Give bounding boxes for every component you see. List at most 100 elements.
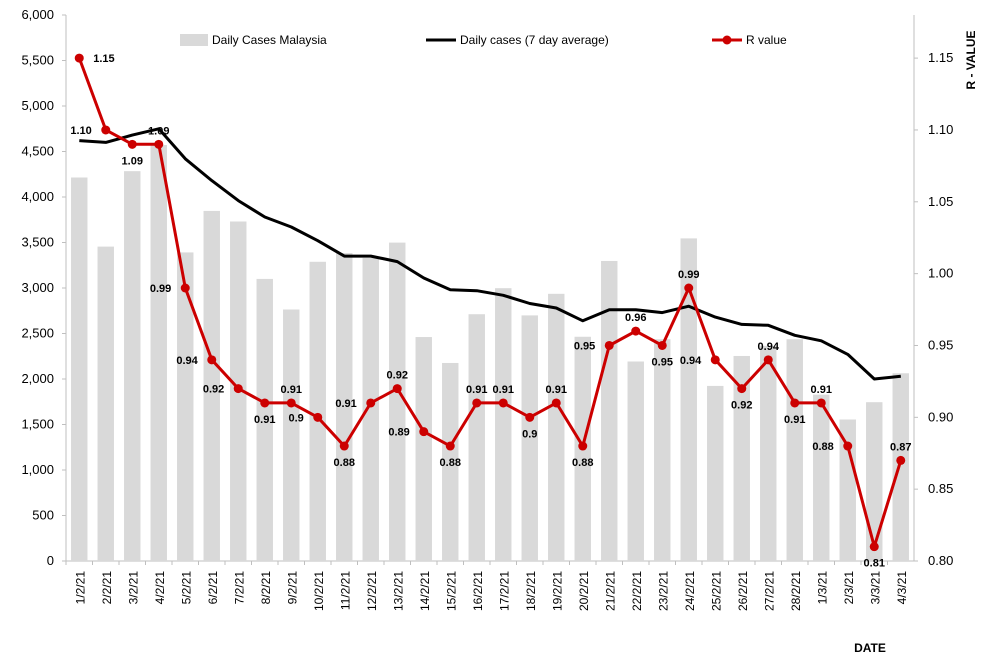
left-tick-label: 3,000 [21,280,54,295]
r-value-label: 0.88 [812,441,833,453]
x-tick-label: 19/2/21 [550,571,564,611]
bar [892,373,909,561]
r-value-point [260,398,270,408]
left-tick-label: 5,500 [21,53,54,68]
r-value-point [578,441,588,451]
bar [177,252,194,561]
bar [256,278,273,561]
legend: Daily Cases Malaysia Daily cases (7 day a… [180,33,787,47]
r-value-point [313,412,323,422]
x-tick-label: 2/2/21 [100,571,114,605]
left-tick-label: 1,000 [21,462,54,477]
x-tick-label: 21/2/21 [603,571,617,611]
bar [495,288,512,561]
r-value-label: 0.94 [176,355,198,367]
x-tick-label: 26/2/21 [736,571,750,611]
r-value-point [154,139,164,149]
x-tick-label: 18/2/21 [524,571,538,611]
legend-label-r-value: R value [746,33,787,47]
r-value-label: 1.10 [70,125,91,137]
bar [389,242,406,561]
x-tick-label: 6/2/21 [206,571,220,605]
r-value-point [763,355,773,365]
r-value-label: 0.9 [522,428,537,440]
left-tick-label: 4,000 [21,189,54,204]
legend-label-bar: Daily Cases Malaysia [212,33,327,47]
left-tick-label: 3,500 [21,235,54,250]
r-value-point [631,326,641,336]
r-value-label: 0.95 [574,340,595,352]
r-value-point [843,441,853,451]
x-tick-label: 10/2/21 [312,571,326,611]
right-tick-label: 1.05 [928,194,953,209]
x-tick-label: 8/2/21 [259,571,273,605]
x-tick-label: 22/2/21 [630,571,644,611]
r-value-point [392,384,402,394]
x-tick-label: 3/3/21 [868,571,882,605]
bar [627,361,644,561]
r-value-point [233,384,243,394]
bar [680,238,697,561]
r-value-point [366,398,376,408]
bar [203,210,220,561]
r-value-label: 1.09 [148,125,169,137]
left-tick-label: 0 [47,553,54,568]
bar [733,355,750,561]
r-value-point [737,384,747,394]
r-value-label: 0.91 [493,384,514,396]
r-value-label: 0.96 [625,312,646,324]
r-value-label: 0.89 [388,427,409,439]
r-value-label: 0.87 [890,441,911,453]
x-tick-label: 2/3/21 [842,571,856,605]
bar [124,171,141,561]
r-value-label: 0.91 [546,384,567,396]
r-value-label: 0.88 [572,457,593,469]
r-value-point [339,441,349,451]
r-value-label: 0.88 [334,457,355,469]
x-tick-label: 14/2/21 [418,571,432,611]
left-tick-label: 4,500 [21,144,54,159]
bar [71,177,88,561]
legend-marker-r-value [722,35,732,45]
r-value-label: 1.15 [93,53,114,65]
r-value-point [180,283,190,293]
r-value-label: 0.91 [466,384,487,396]
x-tick-label: 1/3/21 [815,571,829,605]
bar [839,419,856,561]
right-tick-label: 1.00 [928,266,953,281]
r-value-label: 0.91 [281,384,302,396]
x-tick-label: 9/2/21 [285,571,299,605]
r-value-point [127,139,137,149]
left-tick-label: 2,000 [21,371,54,386]
bar [548,293,565,561]
right-tick-label: 0.80 [928,553,953,568]
left-tick-label: 5,000 [21,98,54,113]
left-axis-ticks: 0 500 1,000 1,500 2,000 2,500 3,000 3,500 4,000 4… [21,7,66,568]
x-tick-label: 23/2/21 [656,571,670,611]
bar [654,339,671,561]
x-tick-label: 27/2/21 [762,571,776,611]
left-tick-label: 1,500 [21,417,54,432]
r-value-label: 0.99 [678,269,699,281]
r-value-label: 0.91 [254,414,275,426]
r-value-series: 1.15 1.10 1.09 1.09 0.99 0.94 0.92 0.91 0.91 0.9 0… [70,53,911,570]
r-value-point [604,340,614,350]
x-axis-title: DATE [854,641,886,655]
r-value-label: 0.92 [731,400,752,412]
r-value-label: 0.91 [811,384,832,396]
bar [336,253,353,561]
x-tick-label: 17/2/21 [497,571,511,611]
bar [150,145,167,561]
r-value-point [896,455,906,465]
x-tick-label: 3/2/21 [126,571,140,605]
bar [760,345,777,561]
legend-label-average: Daily cases (7 day average) [460,33,609,47]
r-value-point [207,355,217,365]
bar [97,246,114,561]
x-tick-label: 15/2/21 [444,571,458,611]
bar [468,314,485,561]
r-value-label: 0.81 [864,558,885,570]
average-line-series [79,127,901,381]
x-tick-label: 25/2/21 [709,571,723,611]
x-tick-label: 4/2/21 [153,571,167,605]
